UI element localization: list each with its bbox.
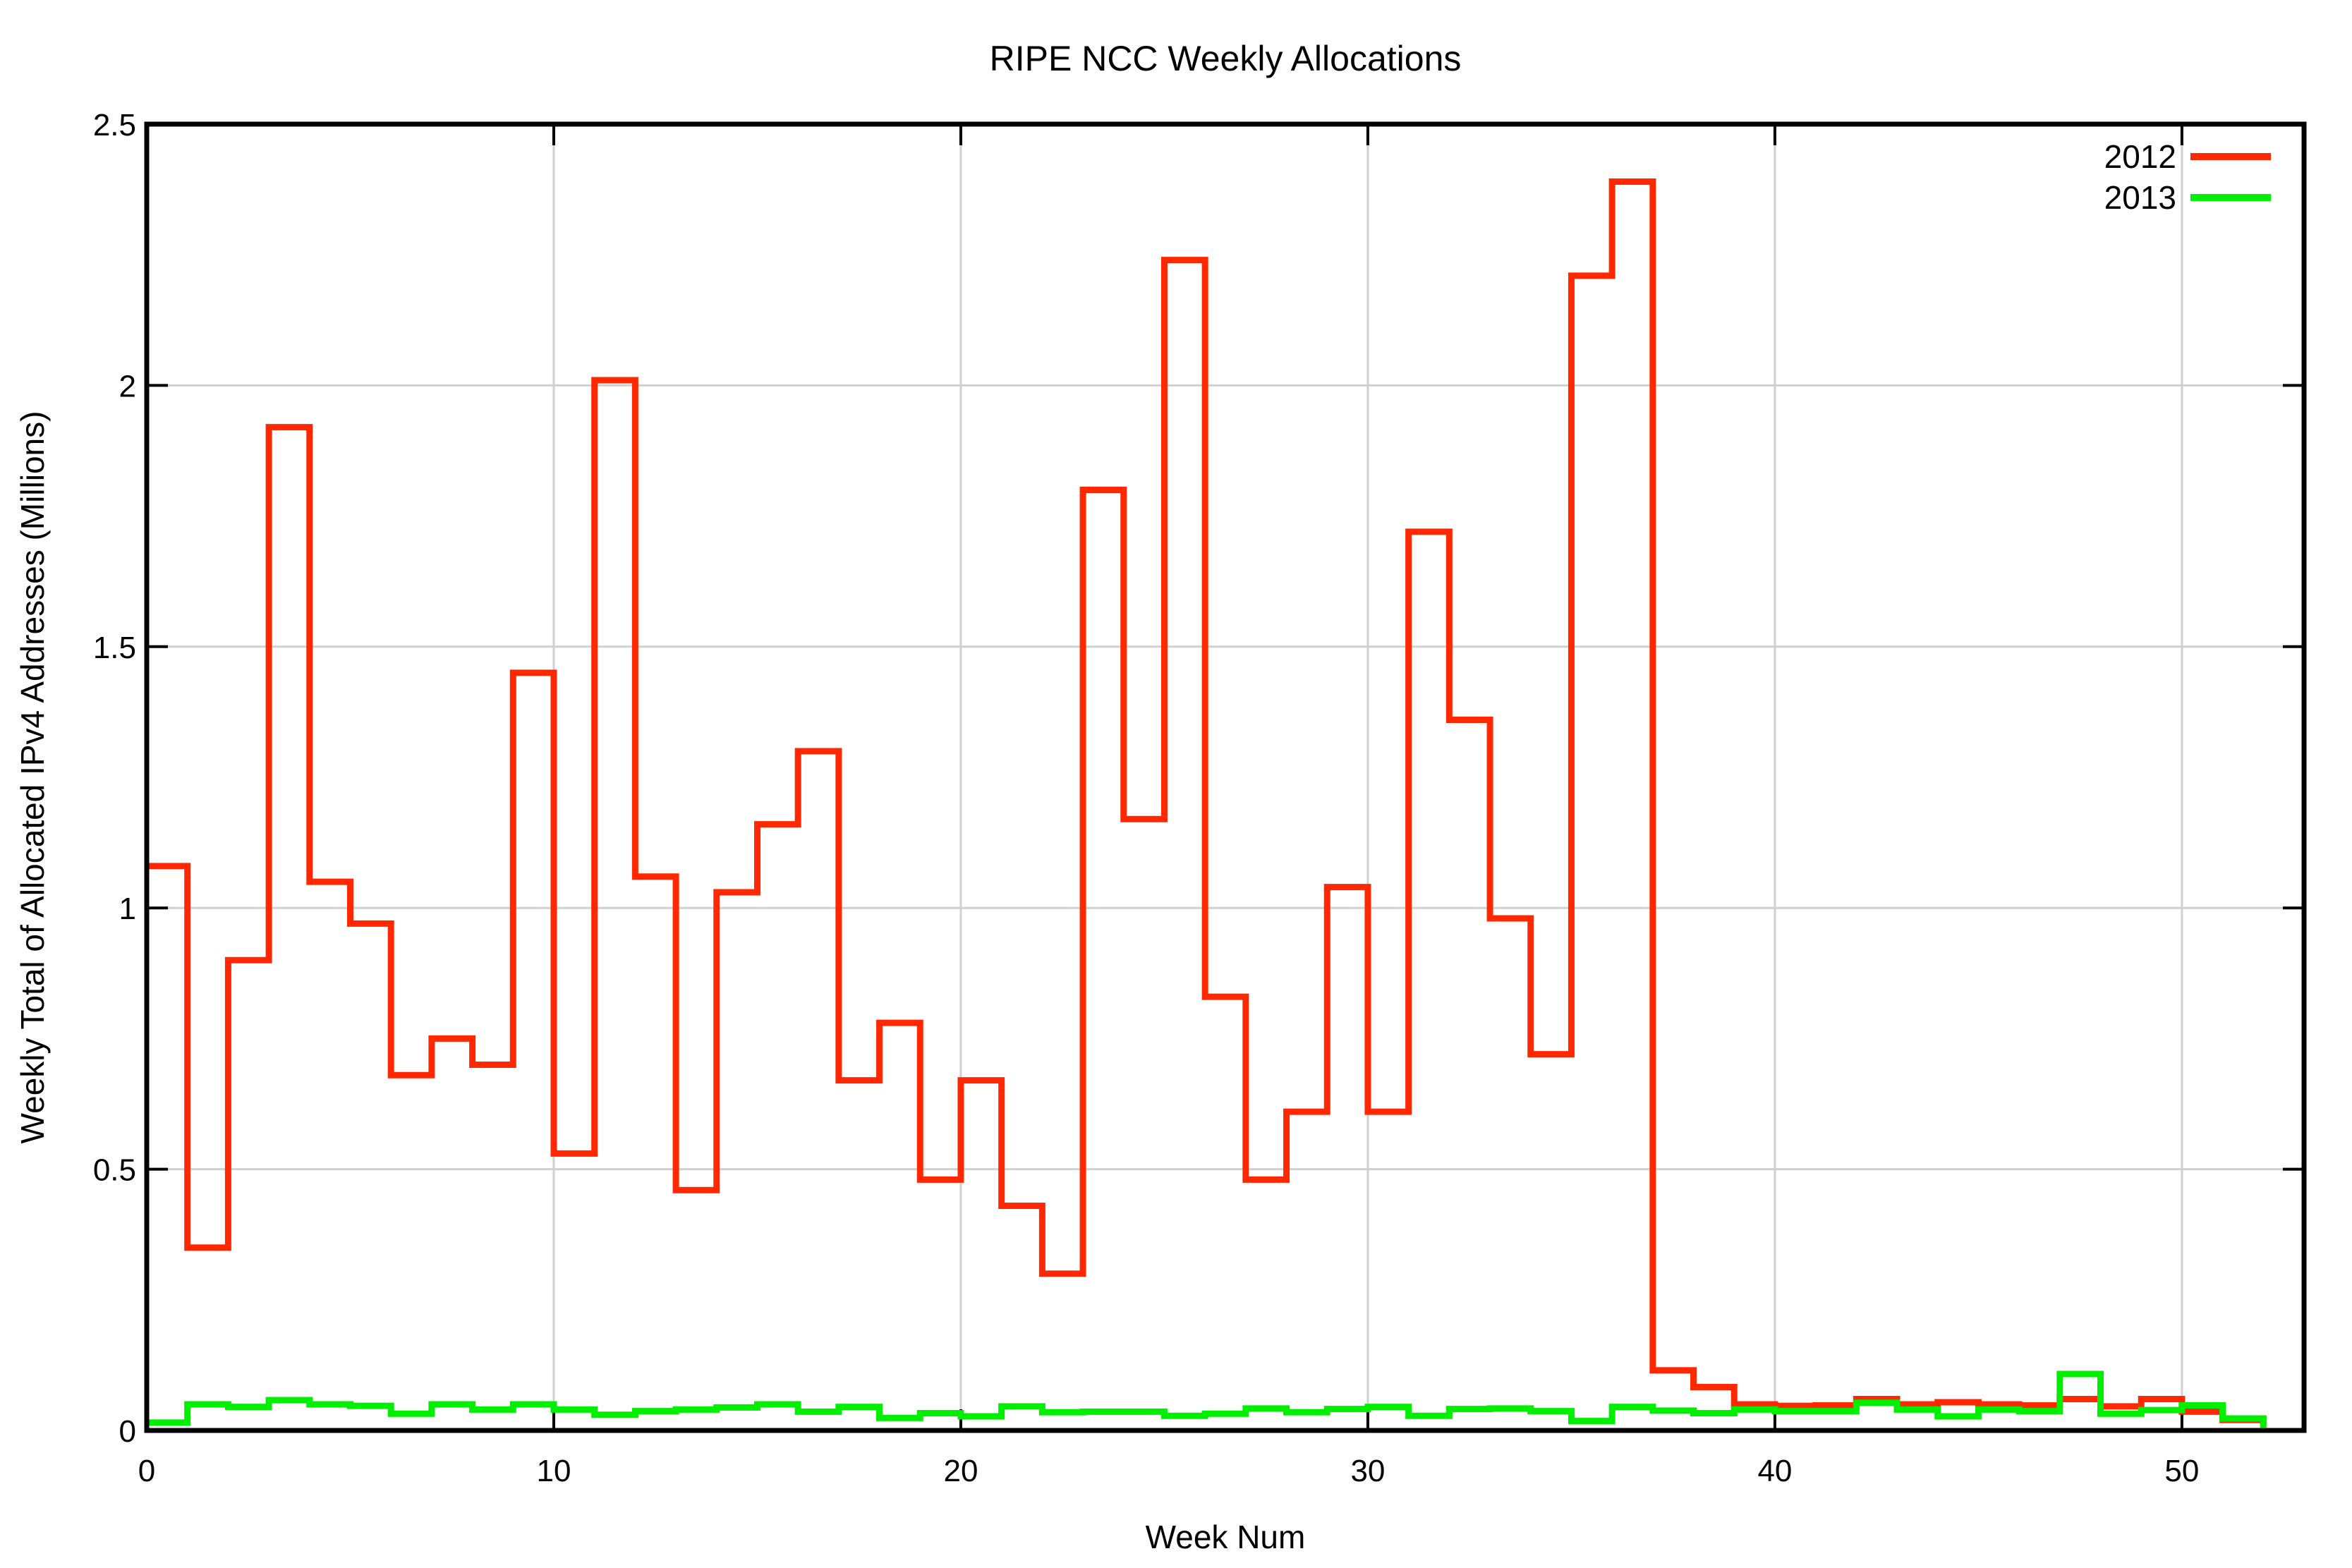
x-tick-label-20: 20 [943, 1454, 978, 1488]
legend-row: 2012 [2078, 136, 2271, 177]
y-tick-label-0.5: 0.5 [93, 1153, 136, 1188]
legend-label-2012: 2012 [2104, 138, 2176, 175]
y-tick-label-1: 1 [119, 892, 136, 926]
series-path-2013 [147, 1371, 2267, 1428]
legend-line-sample-2012 [2190, 153, 2271, 160]
x-tick-label-30: 30 [1350, 1454, 1385, 1488]
legend-row: 2013 [2078, 177, 2271, 218]
x-tick-label-40: 40 [1757, 1454, 1792, 1488]
legend-line-sample-2013 [2190, 194, 2271, 201]
legend-label-2013: 2013 [2104, 179, 2176, 216]
x-axis-label: Week Num [1145, 1519, 1306, 1555]
x-tick-label-50: 50 [2164, 1454, 2199, 1488]
x-tick-label-0: 0 [138, 1454, 155, 1488]
y-tick-label-2.5: 2.5 [93, 108, 136, 142]
y-tick-label-1.5: 1.5 [93, 631, 136, 665]
y-tick-label-0: 0 [119, 1414, 136, 1449]
y-tick-label-2: 2 [119, 369, 136, 403]
legend: 2012 2013 [2078, 136, 2271, 218]
plot-border [144, 121, 2307, 1433]
y-axis-label: Weekly Total of Allocated IPv4 Addresses… [14, 411, 51, 1144]
chart-title: RIPE NCC Weekly Allocations [989, 39, 1462, 78]
series-path-2012 [147, 178, 2267, 1426]
x-tick-label-10: 10 [537, 1454, 571, 1488]
